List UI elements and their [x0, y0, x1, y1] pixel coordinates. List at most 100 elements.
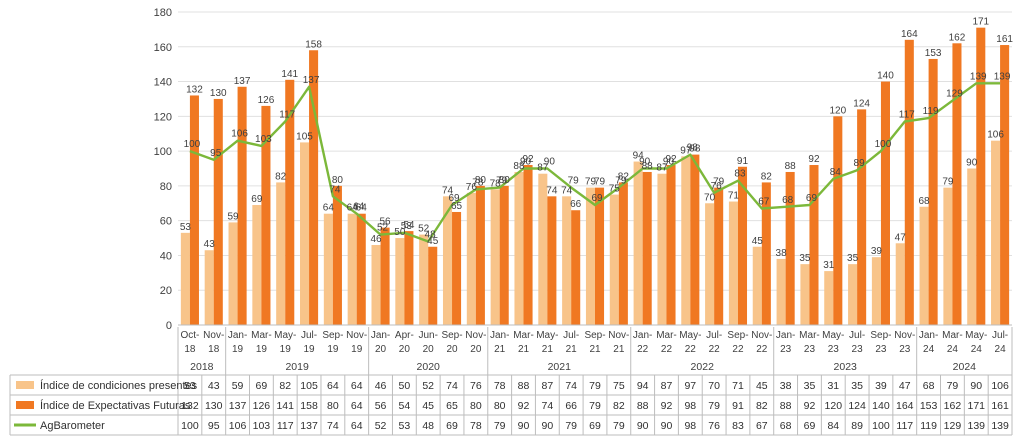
table-cell: 64 — [327, 380, 339, 392]
year-group-label: 2021 — [548, 361, 572, 373]
table-cell: 106 — [229, 420, 247, 432]
table-cell: 69 — [446, 420, 458, 432]
year-group-label: 2023 — [834, 361, 858, 373]
bar-expectativas-futuras — [475, 185, 485, 325]
data-label-condiciones: 64 — [323, 203, 335, 214]
bar-condiciones-presentes — [514, 171, 524, 325]
bar-condiciones-presentes — [347, 213, 357, 325]
data-label-expectativas: 79 — [713, 177, 725, 188]
data-label-condiciones: 90 — [966, 158, 978, 169]
x-tick-label-month: Nov- — [751, 330, 772, 341]
table-cell: 47 — [899, 380, 911, 392]
x-tick-label-year-suffix: 22 — [709, 344, 721, 355]
table-cell: 162 — [944, 400, 962, 412]
data-label-expectativas: 120 — [829, 105, 846, 116]
table-cell: 69 — [589, 420, 601, 432]
x-axis: Oct- 18 Nov- 18 Jan- 19 Mar- 19 May- 19 Jul- 19 Sep-… — [177, 324, 1013, 375]
x-tick-label-month: Oct- — [180, 330, 199, 341]
year-group-label: 2022 — [691, 361, 715, 373]
table-cell: 106 — [991, 380, 1009, 392]
table-cell: 78 — [494, 380, 506, 392]
x-tick-label-month: May- — [822, 330, 844, 341]
x-tick-label-year-suffix: 21 — [542, 344, 554, 355]
table-cell: 88 — [518, 380, 530, 392]
table-cell: 117 — [896, 420, 913, 432]
data-label-agbarometer: 103 — [255, 134, 272, 145]
table-cell: 52 — [422, 380, 434, 392]
bar-condiciones-presentes — [442, 196, 453, 325]
x-tick-label-month: Jan- — [633, 330, 652, 341]
table-cell: 35 — [851, 380, 863, 392]
bar-condiciones-presentes — [800, 264, 810, 325]
bar-condiciones-presentes — [752, 246, 762, 325]
bar-condiciones-presentes — [419, 234, 429, 325]
table-cell: 80 — [494, 400, 506, 412]
bar-condiciones-presentes — [204, 250, 214, 325]
table-cell: 94 — [637, 380, 649, 392]
data-label-expectativas: 88 — [785, 161, 797, 172]
y-tick-label: 0 — [166, 320, 172, 332]
x-tick-label-year-suffix: 19 — [256, 344, 268, 355]
bar-expectativas-futuras — [857, 109, 867, 325]
x-tick-label-year-suffix: 22 — [685, 344, 697, 355]
data-label-agbarometer: 139 — [994, 71, 1011, 82]
table-cell: 45 — [756, 380, 768, 392]
x-tick-label-month: Jan- — [490, 330, 509, 341]
legend-label: AgBarometer — [40, 420, 105, 432]
data-label-condiciones: 59 — [227, 211, 239, 222]
table-cell: 90 — [661, 420, 673, 432]
table-cell: 120 — [825, 400, 843, 412]
x-tick-label-month: Sep- — [870, 330, 891, 341]
bar-expectativas-futuras — [809, 165, 819, 325]
table-cell: 39 — [875, 380, 887, 392]
bar-condiciones-presentes — [395, 238, 405, 325]
x-tick-label-month: Sep- — [441, 330, 462, 341]
data-label-condiciones: 35 — [799, 253, 811, 264]
bar-condiciones-presentes — [180, 232, 190, 325]
bar-expectativas-futuras — [761, 182, 771, 325]
data-label-condiciones: 82 — [275, 171, 287, 182]
data-label-agbarometer: 106 — [231, 129, 248, 140]
data-label-agbarometer: 100 — [184, 139, 201, 150]
data-label-expectativas: 91 — [737, 156, 749, 167]
data-label-expectativas: 126 — [258, 95, 275, 106]
x-tick-label-year-suffix: 24 — [995, 344, 1007, 355]
x-tick-label-year-suffix: 20 — [375, 344, 387, 355]
data-label-agbarometer: 69 — [591, 193, 603, 204]
table-cell: 90 — [637, 420, 649, 432]
table-cell: 89 — [851, 420, 863, 432]
data-label-condiciones: 79 — [585, 177, 597, 188]
bar-condiciones-presentes — [705, 203, 715, 325]
table-cell: 161 — [991, 400, 1009, 412]
data-label-condiciones: 70 — [704, 192, 716, 203]
data-label-agbarometer: 67 — [758, 196, 770, 207]
legend-label: Índice de Expectativas Futuras — [40, 399, 191, 412]
data-label-agbarometer: 53 — [401, 221, 413, 232]
data-label-condiciones: 69 — [251, 194, 263, 205]
bar-expectativas-futuras — [714, 187, 724, 325]
x-tick-label-month: Mar- — [513, 330, 534, 341]
bar-expectativas-futuras — [571, 210, 581, 325]
bar-condiciones-presentes — [824, 271, 834, 325]
x-tick-label-month: Jan- — [919, 330, 938, 341]
table-cell: 80 — [327, 400, 339, 412]
table-cell: 74 — [446, 380, 458, 392]
table-cell: 82 — [279, 380, 291, 392]
y-tick-label: 80 — [160, 181, 172, 193]
table-cell: 90 — [541, 420, 553, 432]
x-tick-label-year-suffix: 21 — [518, 344, 530, 355]
x-tick-label-year-suffix: 23 — [780, 344, 792, 355]
x-tick-label-year-suffix: 18 — [184, 344, 196, 355]
table-cell: 90 — [518, 420, 530, 432]
x-tick-label-month: Sep- — [584, 330, 605, 341]
table-cell: 38 — [780, 380, 792, 392]
table-cell: 76 — [708, 420, 720, 432]
table-cell: 66 — [565, 400, 577, 412]
x-tick-label-month: Mar- — [251, 330, 272, 341]
table-cell: 43 — [208, 380, 220, 392]
data-label-expectativas: 79 — [594, 177, 606, 188]
data-label-agbarometer: 79 — [496, 176, 508, 187]
data-label-condiciones: 79 — [942, 177, 954, 188]
bar-expectativas-futuras — [213, 98, 223, 325]
bar-condiciones-presentes — [967, 168, 977, 325]
